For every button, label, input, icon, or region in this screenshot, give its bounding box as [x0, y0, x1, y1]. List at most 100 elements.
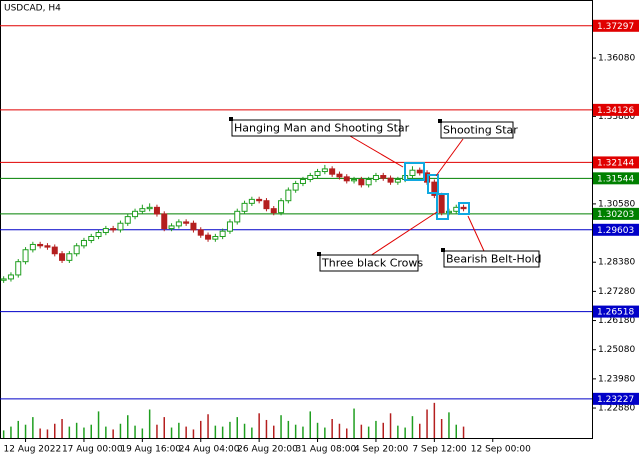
candle-body	[336, 173, 343, 178]
candle-body	[292, 182, 299, 191]
candle-body	[380, 175, 387, 179]
level-label: 1.34126	[597, 106, 634, 116]
x-tick-label: 12 Sep 00:00	[471, 445, 531, 455]
y-tick-label: 1.27280	[598, 287, 635, 297]
candle-body	[329, 168, 336, 175]
candle-body	[263, 200, 270, 210]
candle-body	[226, 221, 233, 232]
candle-body	[431, 181, 438, 196]
level-tag	[593, 392, 639, 405]
candle-body	[307, 175, 314, 180]
candle-body	[212, 235, 219, 240]
candle-body	[183, 221, 190, 224]
x-tick-label: 7 Sep 12:00	[412, 445, 467, 455]
candle-body	[139, 208, 146, 212]
candle-body	[161, 213, 168, 230]
annotation-box	[231, 119, 401, 137]
candle-body	[153, 206, 160, 215]
pattern-box	[436, 193, 449, 220]
candle-body	[248, 198, 255, 204]
x-tick-label: 17 Aug 00:00	[62, 445, 123, 455]
candle-body	[343, 176, 350, 182]
candle-body	[95, 232, 102, 237]
annotation-box	[443, 250, 540, 268]
plot-frame	[0, 0, 593, 439]
candle-body	[51, 246, 58, 255]
candle-body	[117, 222, 124, 231]
arrow	[369, 211, 438, 257]
level-tag	[593, 156, 639, 169]
candle-body	[59, 253, 66, 261]
candle-body	[88, 235, 95, 241]
candle-body	[197, 229, 204, 236]
candle-body	[146, 206, 153, 210]
candle-body	[7, 274, 14, 280]
y-tick-label: 1.30580	[598, 199, 635, 209]
level-label: 1.30203	[597, 210, 634, 220]
candle-body	[190, 222, 197, 231]
candle-body	[66, 253, 73, 261]
candle-body	[37, 243, 44, 247]
candle-body	[168, 225, 175, 230]
candle-body	[22, 249, 29, 263]
annotation-box	[319, 254, 419, 272]
candle-body	[205, 234, 212, 240]
candle-body	[44, 245, 51, 248]
level-label: 1.26518	[597, 308, 634, 318]
level-label: 1.29603	[597, 226, 634, 236]
y-tick-label: 1.25080	[598, 345, 635, 355]
candle-body	[351, 178, 358, 182]
candle-body	[285, 189, 292, 202]
candle-body	[29, 243, 36, 251]
candle-body	[132, 210, 139, 218]
y-tick-label: 1.33880	[598, 112, 635, 122]
candle-body	[321, 168, 328, 173]
x-tick-label: 19 Aug 16:00	[120, 445, 181, 455]
candle-body	[270, 208, 277, 214]
annotation-text: Hanging Man and Shooting Star	[234, 122, 410, 135]
annotation-box	[440, 121, 514, 139]
candle-body	[73, 245, 80, 255]
anchor	[438, 119, 442, 123]
annotation-text: Shooting Star	[443, 124, 518, 137]
candle-body	[219, 230, 226, 237]
x-tick-label: 24 Aug 04:00	[179, 445, 240, 455]
x-tick-label: 31 Aug 08:00	[296, 445, 357, 455]
arrow	[435, 138, 464, 177]
y-tick-label: 1.22880	[598, 404, 635, 414]
annotation-text: Three black Crows	[321, 257, 423, 270]
y-tick-label: 1.28380	[598, 258, 635, 268]
candle-body	[80, 239, 87, 247]
level-label: 1.32144	[597, 158, 634, 168]
candle-body	[365, 178, 372, 186]
level-tag	[593, 172, 639, 185]
level-label: 1.23227	[597, 395, 634, 405]
level-tag	[593, 223, 639, 236]
annotation-text: Bearish Belt-Hold	[446, 253, 542, 266]
level-tag	[593, 305, 639, 318]
candle-body	[438, 194, 445, 214]
anchor	[229, 117, 233, 121]
candle-body	[394, 178, 401, 183]
pattern-box	[404, 162, 425, 181]
candle-body	[110, 228, 117, 231]
chart-title: USDCAD, H4	[4, 4, 61, 14]
candle-body	[234, 210, 241, 223]
y-tick-label: 1.23980	[598, 374, 635, 384]
pattern-box	[427, 174, 439, 194]
arrow	[467, 215, 485, 252]
candle-body	[372, 175, 379, 180]
candle-body	[15, 261, 22, 276]
anchor	[441, 248, 445, 252]
pattern-box	[458, 202, 470, 215]
candle-body	[124, 216, 131, 224]
level-tag	[593, 19, 639, 32]
candle-body	[416, 169, 423, 174]
level-label: 1.37297	[597, 22, 634, 32]
candle-body	[278, 200, 285, 214]
x-tick-label: 26 Aug 20:00	[237, 445, 298, 455]
arrow	[349, 135, 404, 168]
x-tick-label: 12 Aug 2022	[4, 445, 62, 455]
y-tick-label: 1.36080	[598, 54, 635, 64]
